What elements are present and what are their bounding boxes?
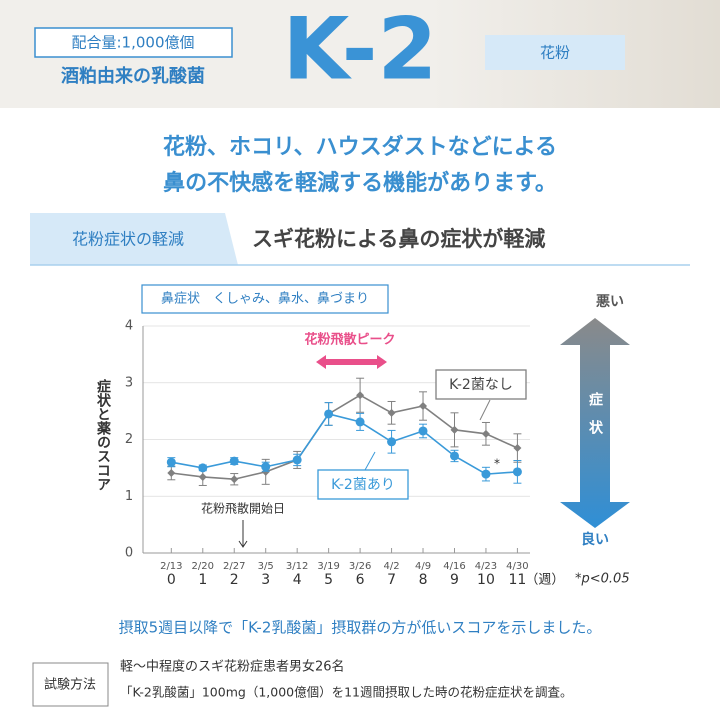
date-label: 4/16 (443, 561, 465, 572)
date-label: 3/19 (317, 561, 339, 572)
point (481, 469, 491, 479)
x-tick-label: 1 (198, 572, 207, 588)
method-box (32, 662, 109, 707)
point (292, 455, 302, 465)
point (167, 468, 176, 477)
y-tick-label: 4 (125, 319, 133, 334)
point (229, 456, 239, 466)
x-tick-label: 8 (419, 572, 428, 588)
significance-note: *p<0.05 (575, 572, 630, 587)
start-label: 花粉飛散開始日 (201, 501, 285, 516)
peak-label: 花粉飛散ピーク (304, 332, 395, 348)
y-tick-label: 0 (125, 546, 133, 561)
x-tick-label: 0 (167, 572, 176, 588)
point (198, 463, 208, 473)
subtitle: 酒粕由来の乳酸菌 (61, 65, 205, 87)
start-arrow-head (238, 540, 248, 548)
point (166, 457, 176, 467)
x-tick-label: 6 (356, 572, 365, 588)
x-tick-label: 4 (293, 572, 302, 588)
y-tick-label: 2 (125, 432, 133, 447)
x-tick-label: 5 (324, 572, 333, 588)
section-tab (30, 213, 238, 265)
tag-box (485, 35, 625, 70)
peak-arrow (316, 355, 387, 369)
series-line (171, 394, 518, 481)
section-tab-label: 花粉症状の軽減 (72, 230, 184, 249)
legend-pointer (479, 399, 491, 421)
x-tick-label: 7 (387, 572, 396, 588)
chart-title: 鼻症状 くしゃみ、鼻水、鼻づまり (161, 291, 369, 307)
legend-pointer (364, 451, 376, 471)
y-axis-label: 症状と薬のスコア (95, 378, 111, 491)
x-tick-label: 3 (261, 572, 270, 588)
severity-label: 症状 (587, 391, 603, 448)
legend-label: K-2菌あり (331, 477, 395, 493)
method-line: 軽～中程度のスギ花粉症患者男女26名 (120, 659, 345, 675)
point (512, 467, 522, 477)
point (387, 437, 397, 447)
product-name: K-2 (283, 0, 438, 99)
x-tick-label: 9 (450, 572, 459, 588)
date-label: 4/23 (475, 561, 497, 572)
tag: 花粉 (540, 44, 570, 62)
x-tick-label: 2 (230, 572, 239, 588)
point (450, 425, 459, 434)
significance-mark: * (494, 457, 500, 471)
x-tick-label: 11 (509, 572, 527, 588)
method-label: 試験方法 (44, 677, 96, 693)
date-label: 3/26 (349, 561, 371, 572)
headline: 鼻の不快感を軽減する機能があります。 (163, 170, 557, 196)
headline: 花粉、ホコリ、ハウスダストなどによる (163, 134, 557, 160)
point (356, 391, 365, 400)
point (449, 451, 459, 461)
date-label: 4/9 (415, 561, 431, 572)
chart-title-box (141, 284, 389, 314)
date-label: 2/27 (223, 561, 245, 572)
date-label: 3/12 (286, 561, 308, 572)
badge: 配合量:1,000億個 (72, 34, 195, 52)
x-unit: （週） (525, 573, 564, 588)
x-tick-label: 10 (477, 572, 495, 588)
series-line (171, 413, 518, 475)
date-label: 4/2 (384, 561, 400, 572)
point (481, 429, 490, 438)
date-label: 2/13 (160, 561, 182, 572)
date-label: 2/20 (192, 561, 214, 572)
point (261, 462, 271, 472)
point (230, 475, 239, 484)
legend-box (435, 369, 527, 400)
point (418, 426, 428, 436)
point (355, 417, 365, 427)
point (198, 472, 207, 481)
point (513, 444, 522, 453)
point (324, 409, 334, 419)
conclusion: 摂取5週目以降で「K-2乳酸菌」摂取群の方が低いスコアを示しました。 (119, 619, 602, 637)
date-label: 4/30 (506, 561, 528, 572)
y-tick-label: 1 (125, 489, 133, 504)
severity-arrow (560, 318, 630, 528)
severity-top: 悪い (596, 294, 624, 310)
point (419, 402, 428, 411)
legend-box (317, 469, 409, 500)
section-heading: スギ花粉による鼻の症状が軽減 (252, 227, 545, 251)
legend-label: K-2菌なし (449, 377, 513, 393)
method-line: 「K-2乳酸菌」100mg（1,000億個）を11週間摂取した時の花粉症症状を調… (120, 685, 573, 700)
point (387, 408, 396, 417)
badge-box (34, 27, 233, 58)
date-label: 3/5 (258, 561, 274, 572)
y-tick-label: 3 (125, 375, 133, 390)
severity-bottom: 良い (581, 531, 609, 548)
